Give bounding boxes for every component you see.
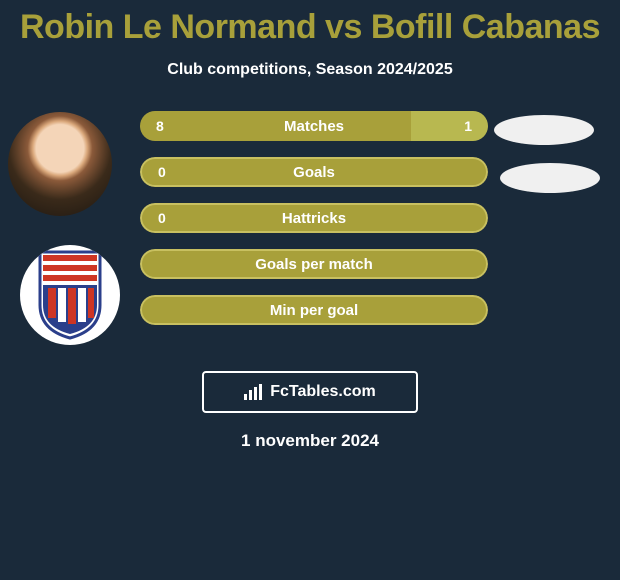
chart-icon <box>244 384 264 400</box>
metric-left-value: 0 <box>140 203 488 233</box>
metric-bars: 81Matches 0Goals 0Hattricks Goals per match… <box>140 111 488 341</box>
watermark-text: FcTables.com <box>270 383 376 401</box>
metric-row: 0Goals <box>140 157 488 187</box>
comparison-card: Robin Le Normand vs Bofill Cabanas Club … <box>0 0 620 451</box>
metric-row: 81Matches <box>140 111 488 141</box>
player2-club-badge <box>500 163 600 193</box>
metric-right-value: 1 <box>411 111 488 141</box>
metric-row: 0Hattricks <box>140 203 488 233</box>
player1-avatar <box>8 112 112 216</box>
metric-left-value <box>140 249 488 279</box>
comparison-area: 81Matches 0Goals 0Hattricks Goals per match… <box>0 107 620 367</box>
metric-left-value: 0 <box>140 157 488 187</box>
page-title: Robin Le Normand vs Bofill Cabanas <box>0 8 620 47</box>
atletico-badge-icon <box>30 250 110 340</box>
player2-avatar <box>494 115 594 145</box>
metric-left-value: 8 <box>140 111 411 141</box>
metric-left-value <box>140 295 488 325</box>
watermark: FcTables.com <box>202 371 418 413</box>
metric-row: Min per goal <box>140 295 488 325</box>
date-label: 1 november 2024 <box>0 431 620 451</box>
metric-row: Goals per match <box>140 249 488 279</box>
player1-club-badge <box>20 245 120 345</box>
page-subtitle: Club competitions, Season 2024/2025 <box>0 61 620 79</box>
